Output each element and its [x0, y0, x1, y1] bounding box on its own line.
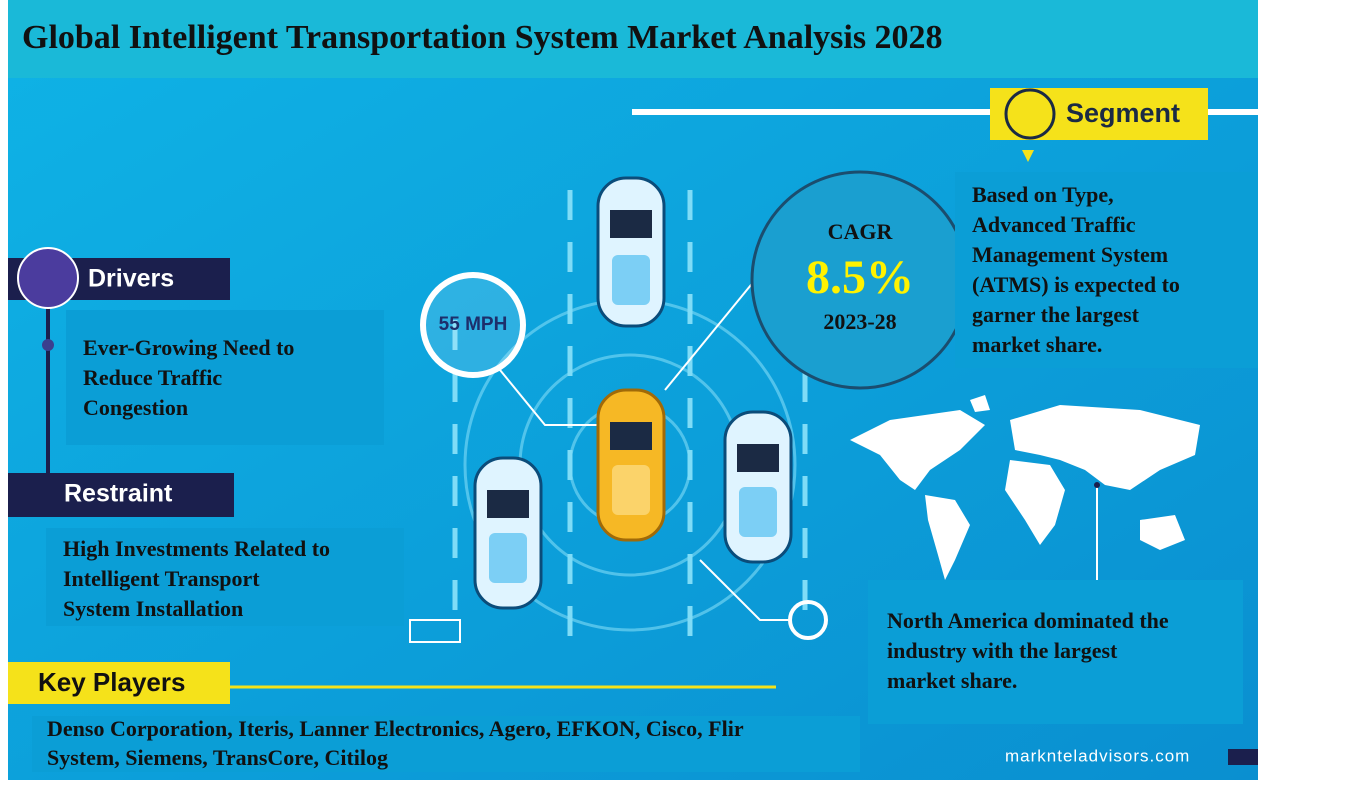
car-center: [596, 388, 666, 542]
car-right: [723, 410, 793, 564]
connector-lines: [499, 279, 1098, 621]
text-line: Advanced Traffic: [972, 212, 1136, 237]
text-line: Denso Corporation, Iteris, Lanner Electr…: [47, 716, 744, 741]
text-line: market share.: [972, 332, 1102, 357]
text-line: Based on Type,: [972, 182, 1114, 207]
website: marknteladvisors.com: [1005, 746, 1190, 765]
key-players-badge: [8, 662, 230, 704]
world-map: [850, 395, 1200, 580]
drivers-heading: Drivers: [88, 265, 174, 293]
region-text: North America dominated the industry with…: [887, 608, 1169, 693]
text-line: North America dominated the: [887, 608, 1169, 633]
road-lines: [452, 190, 808, 640]
drivers-icon: [17, 247, 79, 309]
text-line: industry with the largest: [887, 638, 1118, 663]
cagr-label: CAGR: [828, 219, 894, 244]
cagr-period: 2023-28: [823, 309, 896, 334]
speed-ring: [420, 272, 526, 378]
drivers-box: [66, 310, 384, 445]
text-line: Congestion: [83, 395, 188, 420]
speed-label: 55 MPH: [439, 314, 508, 335]
text-line: System, Siemens, TransCore, Citilog: [47, 745, 388, 770]
region-box: [868, 580, 1243, 724]
cagr-value: 8.5%: [806, 251, 914, 304]
segment-box: [955, 172, 1258, 368]
car-top: [596, 176, 666, 328]
text-line: garner the largest: [972, 302, 1140, 327]
text-line: Ever-Growing Need to: [83, 335, 294, 360]
restraint-badge: [8, 473, 234, 517]
restraint-text: High Investments Related to Intelligent T…: [63, 536, 330, 621]
text-line: System Installation: [63, 596, 243, 621]
text-line: Reduce Traffic: [83, 365, 222, 390]
text-line: Intelligent Transport: [63, 566, 260, 591]
segment-text: Based on Type, Advanced Traffic Management…: [972, 182, 1180, 357]
restraint-box: [46, 528, 404, 626]
title-band: [8, 0, 1258, 78]
timeline-dot: [42, 339, 54, 351]
text-line: market share.: [887, 668, 1017, 693]
car-left: [473, 456, 543, 610]
restraint-heading: Restraint: [64, 480, 173, 508]
text-line: (ATMS) is expected to: [972, 272, 1180, 297]
title: Global Intelligent Transportation System…: [22, 19, 943, 56]
footer-mark: [1228, 749, 1258, 765]
segment-arrow: [1022, 150, 1034, 162]
segment-heading: Segment: [1066, 98, 1180, 128]
key-players-heading: Key Players: [38, 667, 185, 697]
text-line: High Investments Related to: [63, 536, 330, 561]
segment-icon: [1004, 88, 1056, 140]
key-players-text: Denso Corporation, Iteris, Lanner Electr…: [47, 716, 744, 770]
map-pin: [1094, 482, 1100, 488]
drivers-text: Ever-Growing Need to Reduce Traffic Conges…: [83, 335, 294, 420]
text-line: Management System: [972, 242, 1168, 267]
divider: [632, 109, 1258, 115]
key-players-box: [32, 716, 860, 772]
battery-icon: [409, 619, 461, 643]
gauge-icon: [788, 600, 828, 640]
